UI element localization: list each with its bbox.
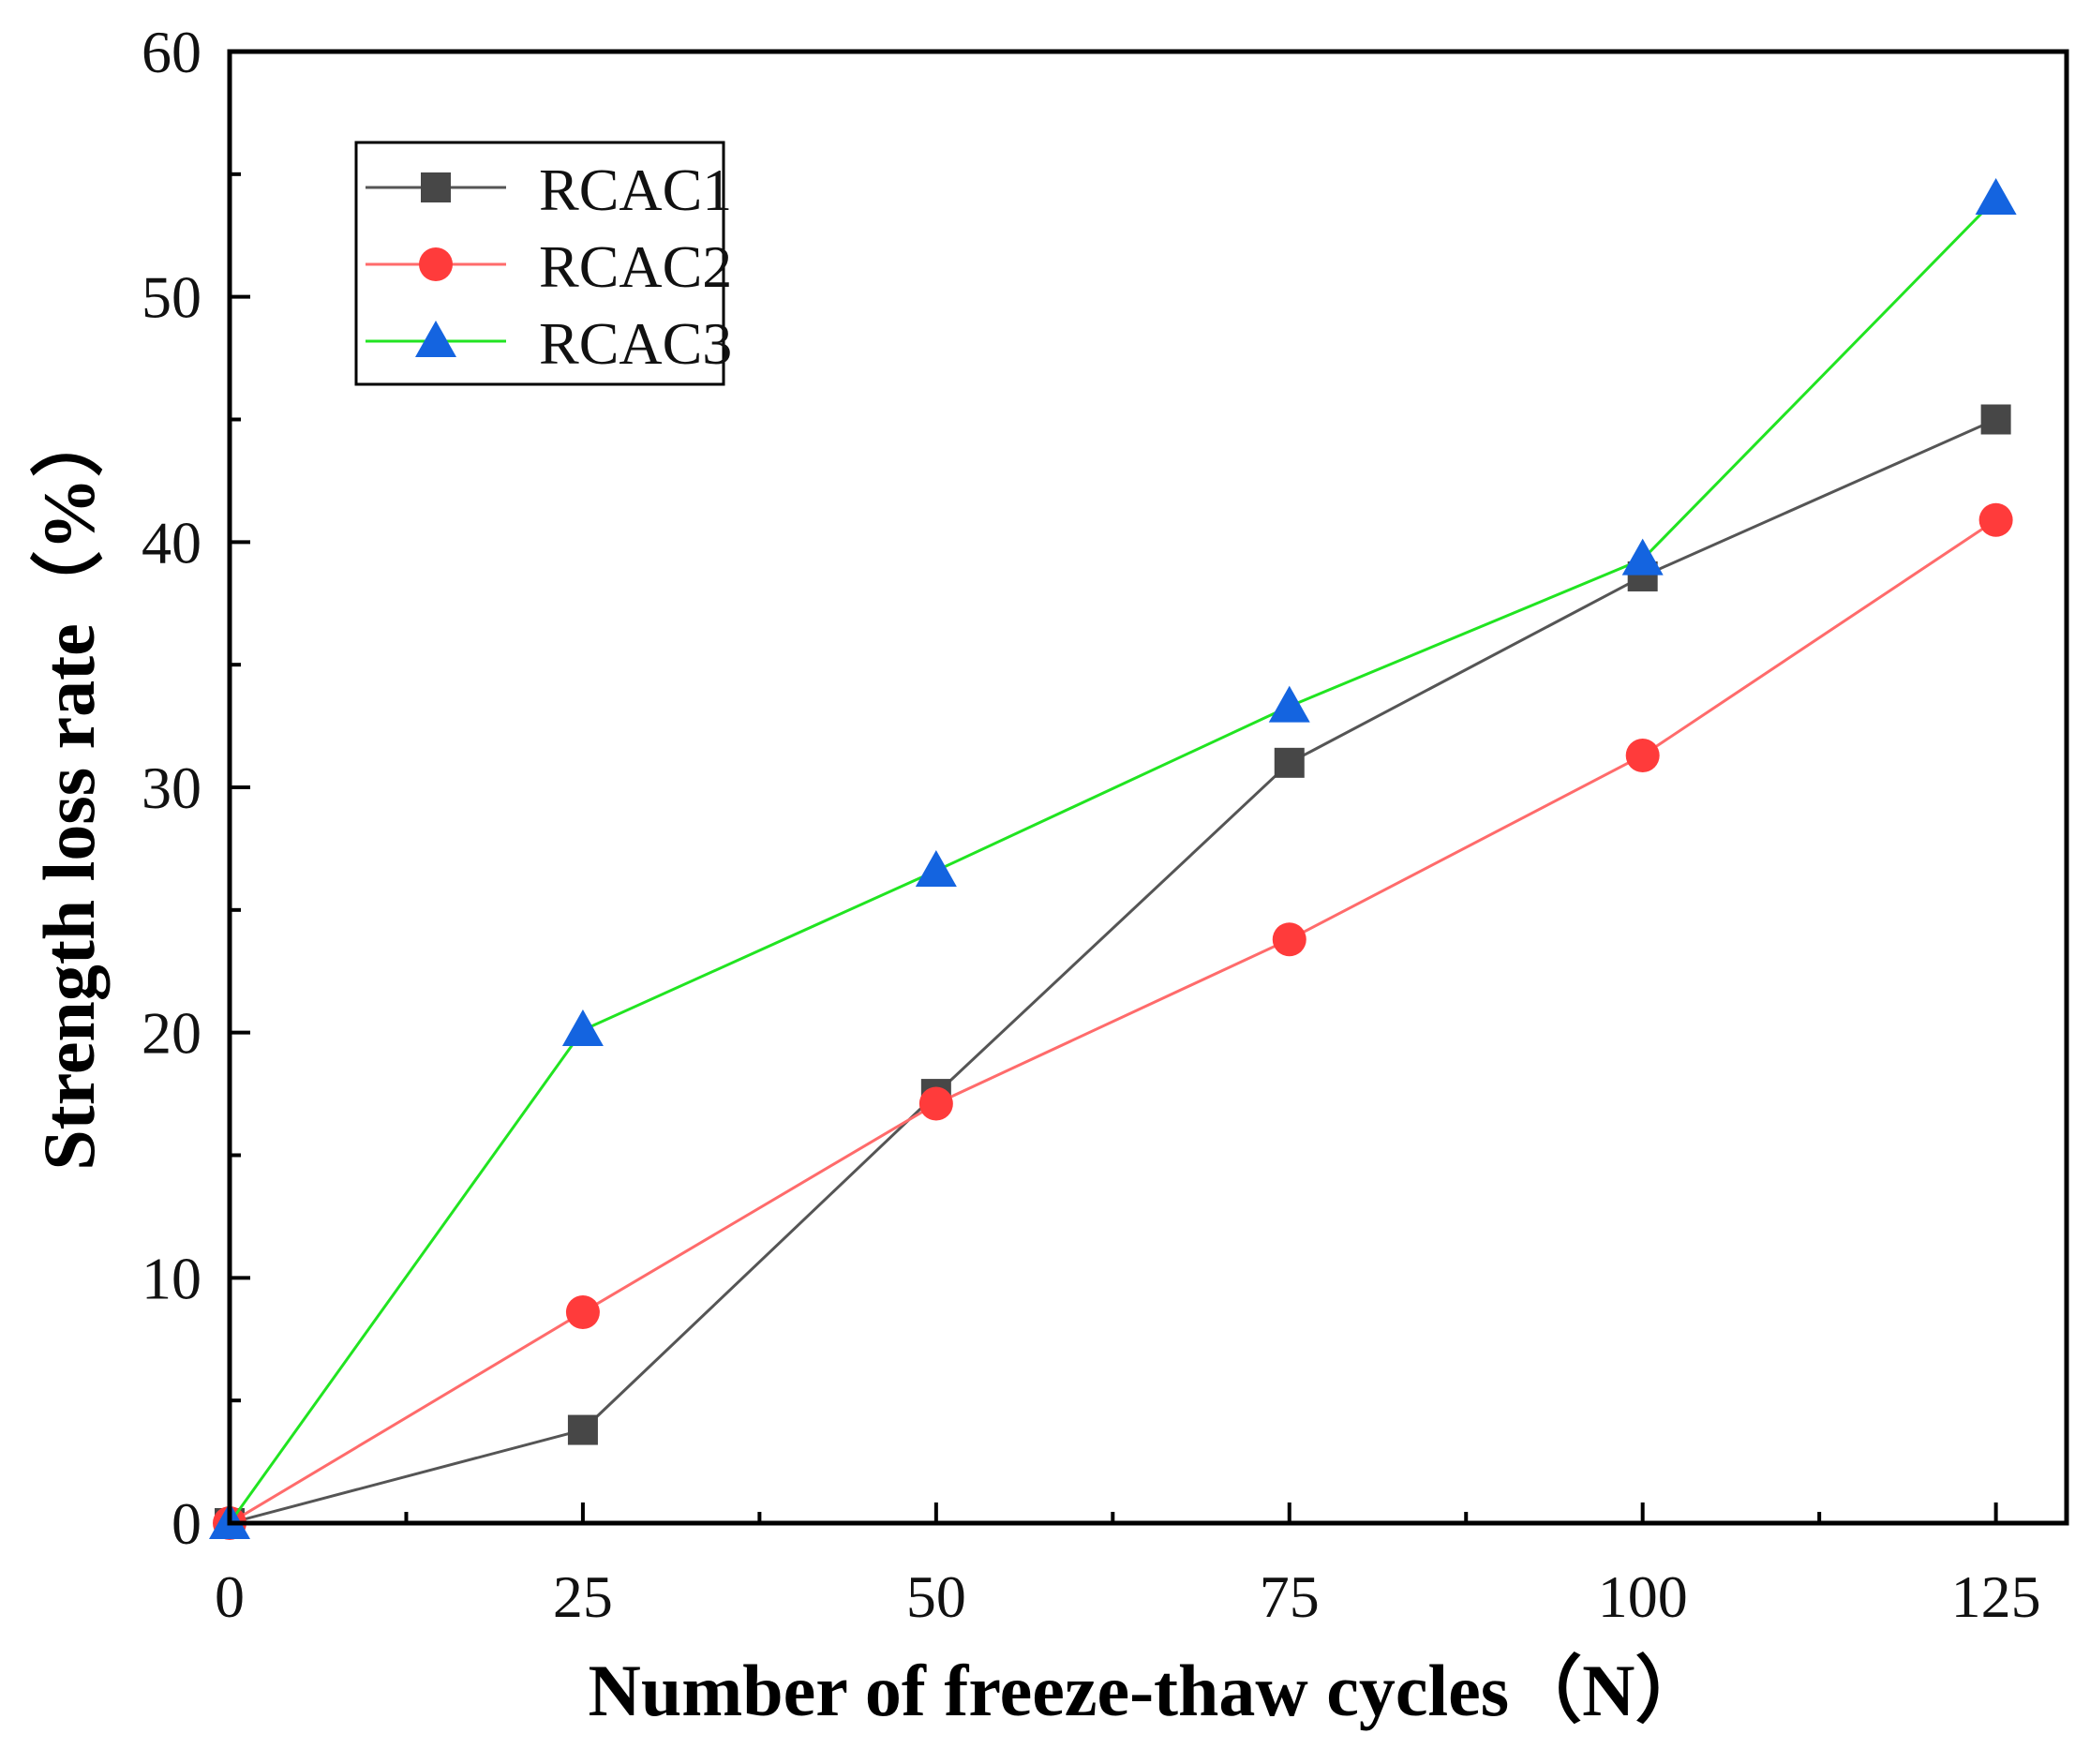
y-tick-label: 50 bbox=[142, 264, 202, 331]
rcac2-point bbox=[1978, 502, 2013, 537]
rcac1-line bbox=[229, 418, 1997, 1525]
y-tick-label: 20 bbox=[142, 1000, 202, 1067]
legend-label: RCAC3 bbox=[539, 310, 732, 377]
x-tick-label: 75 bbox=[1260, 1563, 1320, 1630]
y-tick-label: 10 bbox=[142, 1245, 202, 1311]
axis-ticks: 0 25 50 75 100 125 0 10 20 30 40 50 60 bbox=[142, 19, 2041, 1630]
rcac2-point bbox=[918, 1086, 953, 1121]
rcac1-point bbox=[1980, 404, 2011, 435]
rcac3-point bbox=[561, 1009, 604, 1047]
rcac1-point bbox=[1274, 747, 1305, 778]
legend-item-rcac3: RCAC3 bbox=[366, 310, 732, 377]
y-tick-label: 60 bbox=[142, 19, 202, 85]
series-rcac3 bbox=[209, 178, 2017, 1539]
x-axis-title: Number of freeze-thaw cycles（N） bbox=[589, 1650, 1709, 1731]
series-rcac1 bbox=[215, 404, 2011, 1538]
rcac2-point bbox=[1272, 922, 1306, 957]
legend-item-rcac2: RCAC2 bbox=[366, 233, 732, 300]
x-tick-label: 125 bbox=[1951, 1563, 2041, 1630]
legend: RCAC1 RCAC2 RCAC3 bbox=[354, 141, 732, 386]
x-tick-label: 50 bbox=[906, 1563, 966, 1630]
y-tick-label: 0 bbox=[172, 1490, 202, 1557]
x-tick-label: 25 bbox=[553, 1563, 613, 1630]
rcac3-point bbox=[1975, 178, 2017, 215]
rcac3-point bbox=[1621, 538, 1664, 576]
rcac3-point bbox=[915, 849, 957, 887]
x-tick-label: 100 bbox=[1598, 1563, 1688, 1630]
y-axis-title: Strength loss rate（%） bbox=[28, 404, 110, 1171]
legend-item-rcac1: RCAC1 bbox=[366, 157, 732, 223]
legend-label: RCAC1 bbox=[539, 157, 732, 223]
legend-marker bbox=[421, 172, 451, 202]
rcac1-point bbox=[567, 1414, 598, 1445]
plot-frame bbox=[227, 49, 2069, 1526]
series-rcac2 bbox=[213, 502, 2013, 1540]
y-tick-label: 30 bbox=[142, 755, 202, 821]
legend-marker bbox=[415, 321, 456, 357]
rcac3-line bbox=[228, 197, 1997, 1524]
rcac2-line bbox=[229, 518, 1997, 1525]
y-tick-label: 40 bbox=[142, 509, 202, 576]
rcac2-point bbox=[565, 1294, 600, 1329]
rcac3-point bbox=[1268, 685, 1310, 723]
x-tick-label: 0 bbox=[215, 1563, 245, 1630]
plot-series bbox=[209, 178, 2017, 1540]
legend-marker bbox=[419, 247, 453, 281]
legend-label: RCAC2 bbox=[539, 233, 732, 300]
rcac2-point bbox=[1625, 738, 1660, 772]
